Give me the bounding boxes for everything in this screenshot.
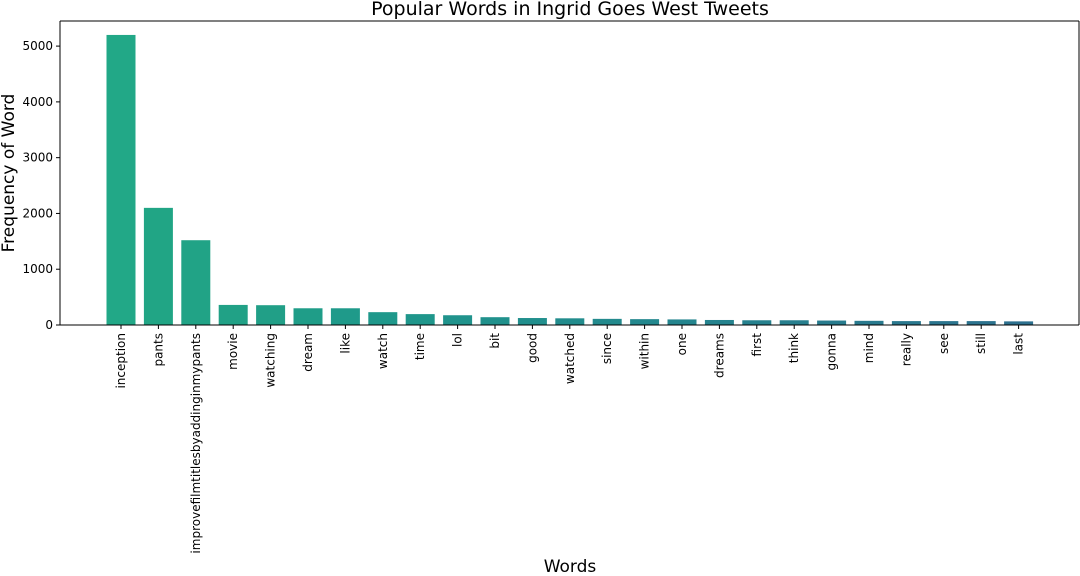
x-tick-label: pants — [151, 333, 165, 367]
y-tick-label: 5000 — [22, 39, 53, 53]
axes-frame — [59, 20, 1080, 326]
x-tick-label: like — [338, 333, 352, 354]
bar-pants — [143, 207, 173, 325]
x-tick-label: lol — [451, 333, 465, 347]
x-tick-label: since — [600, 333, 614, 364]
x-axis-label: Words — [544, 557, 597, 576]
bar-improvefilmtitlesbyaddinginmypants — [181, 240, 211, 325]
x-tick-label: really — [899, 333, 913, 366]
x-tick-label: think — [787, 333, 801, 363]
bar-dream — [293, 308, 323, 325]
bar-lol — [443, 315, 473, 325]
x-tick-label: bit — [488, 333, 502, 349]
bar-first — [742, 320, 772, 325]
x-tick-label: inception — [114, 333, 128, 389]
y-tick-label: 1000 — [22, 262, 53, 276]
bar-see — [929, 321, 959, 325]
bar-last — [1004, 321, 1034, 325]
x-tick-label: watched — [563, 333, 577, 384]
bar-still — [966, 321, 996, 325]
bar-watching — [256, 305, 286, 325]
x-tick-label: mind — [862, 333, 876, 363]
bar-really — [891, 321, 921, 325]
y-axis-label: Frequency of Word — [0, 94, 19, 253]
y-tick-label: 0 — [45, 318, 53, 332]
x-tick-label: dream — [301, 333, 315, 372]
bar-watched — [555, 318, 585, 325]
x-axis-ticks: inception pants improvefilmtitlesbyaddingi… — [114, 325, 1026, 554]
x-tick-label: last — [1012, 333, 1026, 355]
x-tick-label: dreams — [712, 333, 726, 378]
y-axis-ticks: 0 1000 2000 3000 4000 5000 — [22, 39, 60, 332]
bars-group — [106, 34, 1034, 325]
bar-like — [330, 308, 360, 325]
x-tick-label: see — [937, 333, 951, 354]
x-tick-label: one — [675, 333, 689, 355]
bar-dreams — [704, 319, 734, 325]
bar-inception — [106, 34, 136, 325]
x-tick-label: watching — [264, 333, 278, 388]
x-tick-label: still — [974, 333, 988, 354]
x-tick-label: time — [413, 333, 427, 360]
y-tick-label: 2000 — [22, 206, 53, 220]
bar-one — [667, 319, 697, 325]
bar-good — [517, 318, 547, 325]
x-tick-label: improvefilmtitlesbyaddinginmypants — [189, 333, 203, 554]
bar-time — [405, 314, 435, 325]
bar-movie — [218, 304, 248, 325]
y-tick-label: 4000 — [22, 95, 53, 109]
bar-gonna — [817, 320, 847, 325]
bar-since — [592, 318, 622, 325]
x-tick-label: within — [638, 333, 652, 369]
x-tick-label: movie — [226, 333, 240, 370]
x-tick-label: watch — [376, 333, 390, 369]
bar-mind — [854, 320, 884, 325]
x-tick-label: good — [525, 333, 539, 363]
chart-title: Popular Words in Ingrid Goes West Tweets — [371, 0, 769, 20]
bar-within — [630, 319, 660, 325]
bar-bit — [480, 317, 510, 325]
y-tick-label: 3000 — [22, 151, 53, 165]
x-tick-label: gonna — [825, 333, 839, 371]
bar-watch — [368, 312, 398, 325]
x-tick-label: first — [750, 333, 764, 357]
bar-think — [779, 320, 809, 325]
